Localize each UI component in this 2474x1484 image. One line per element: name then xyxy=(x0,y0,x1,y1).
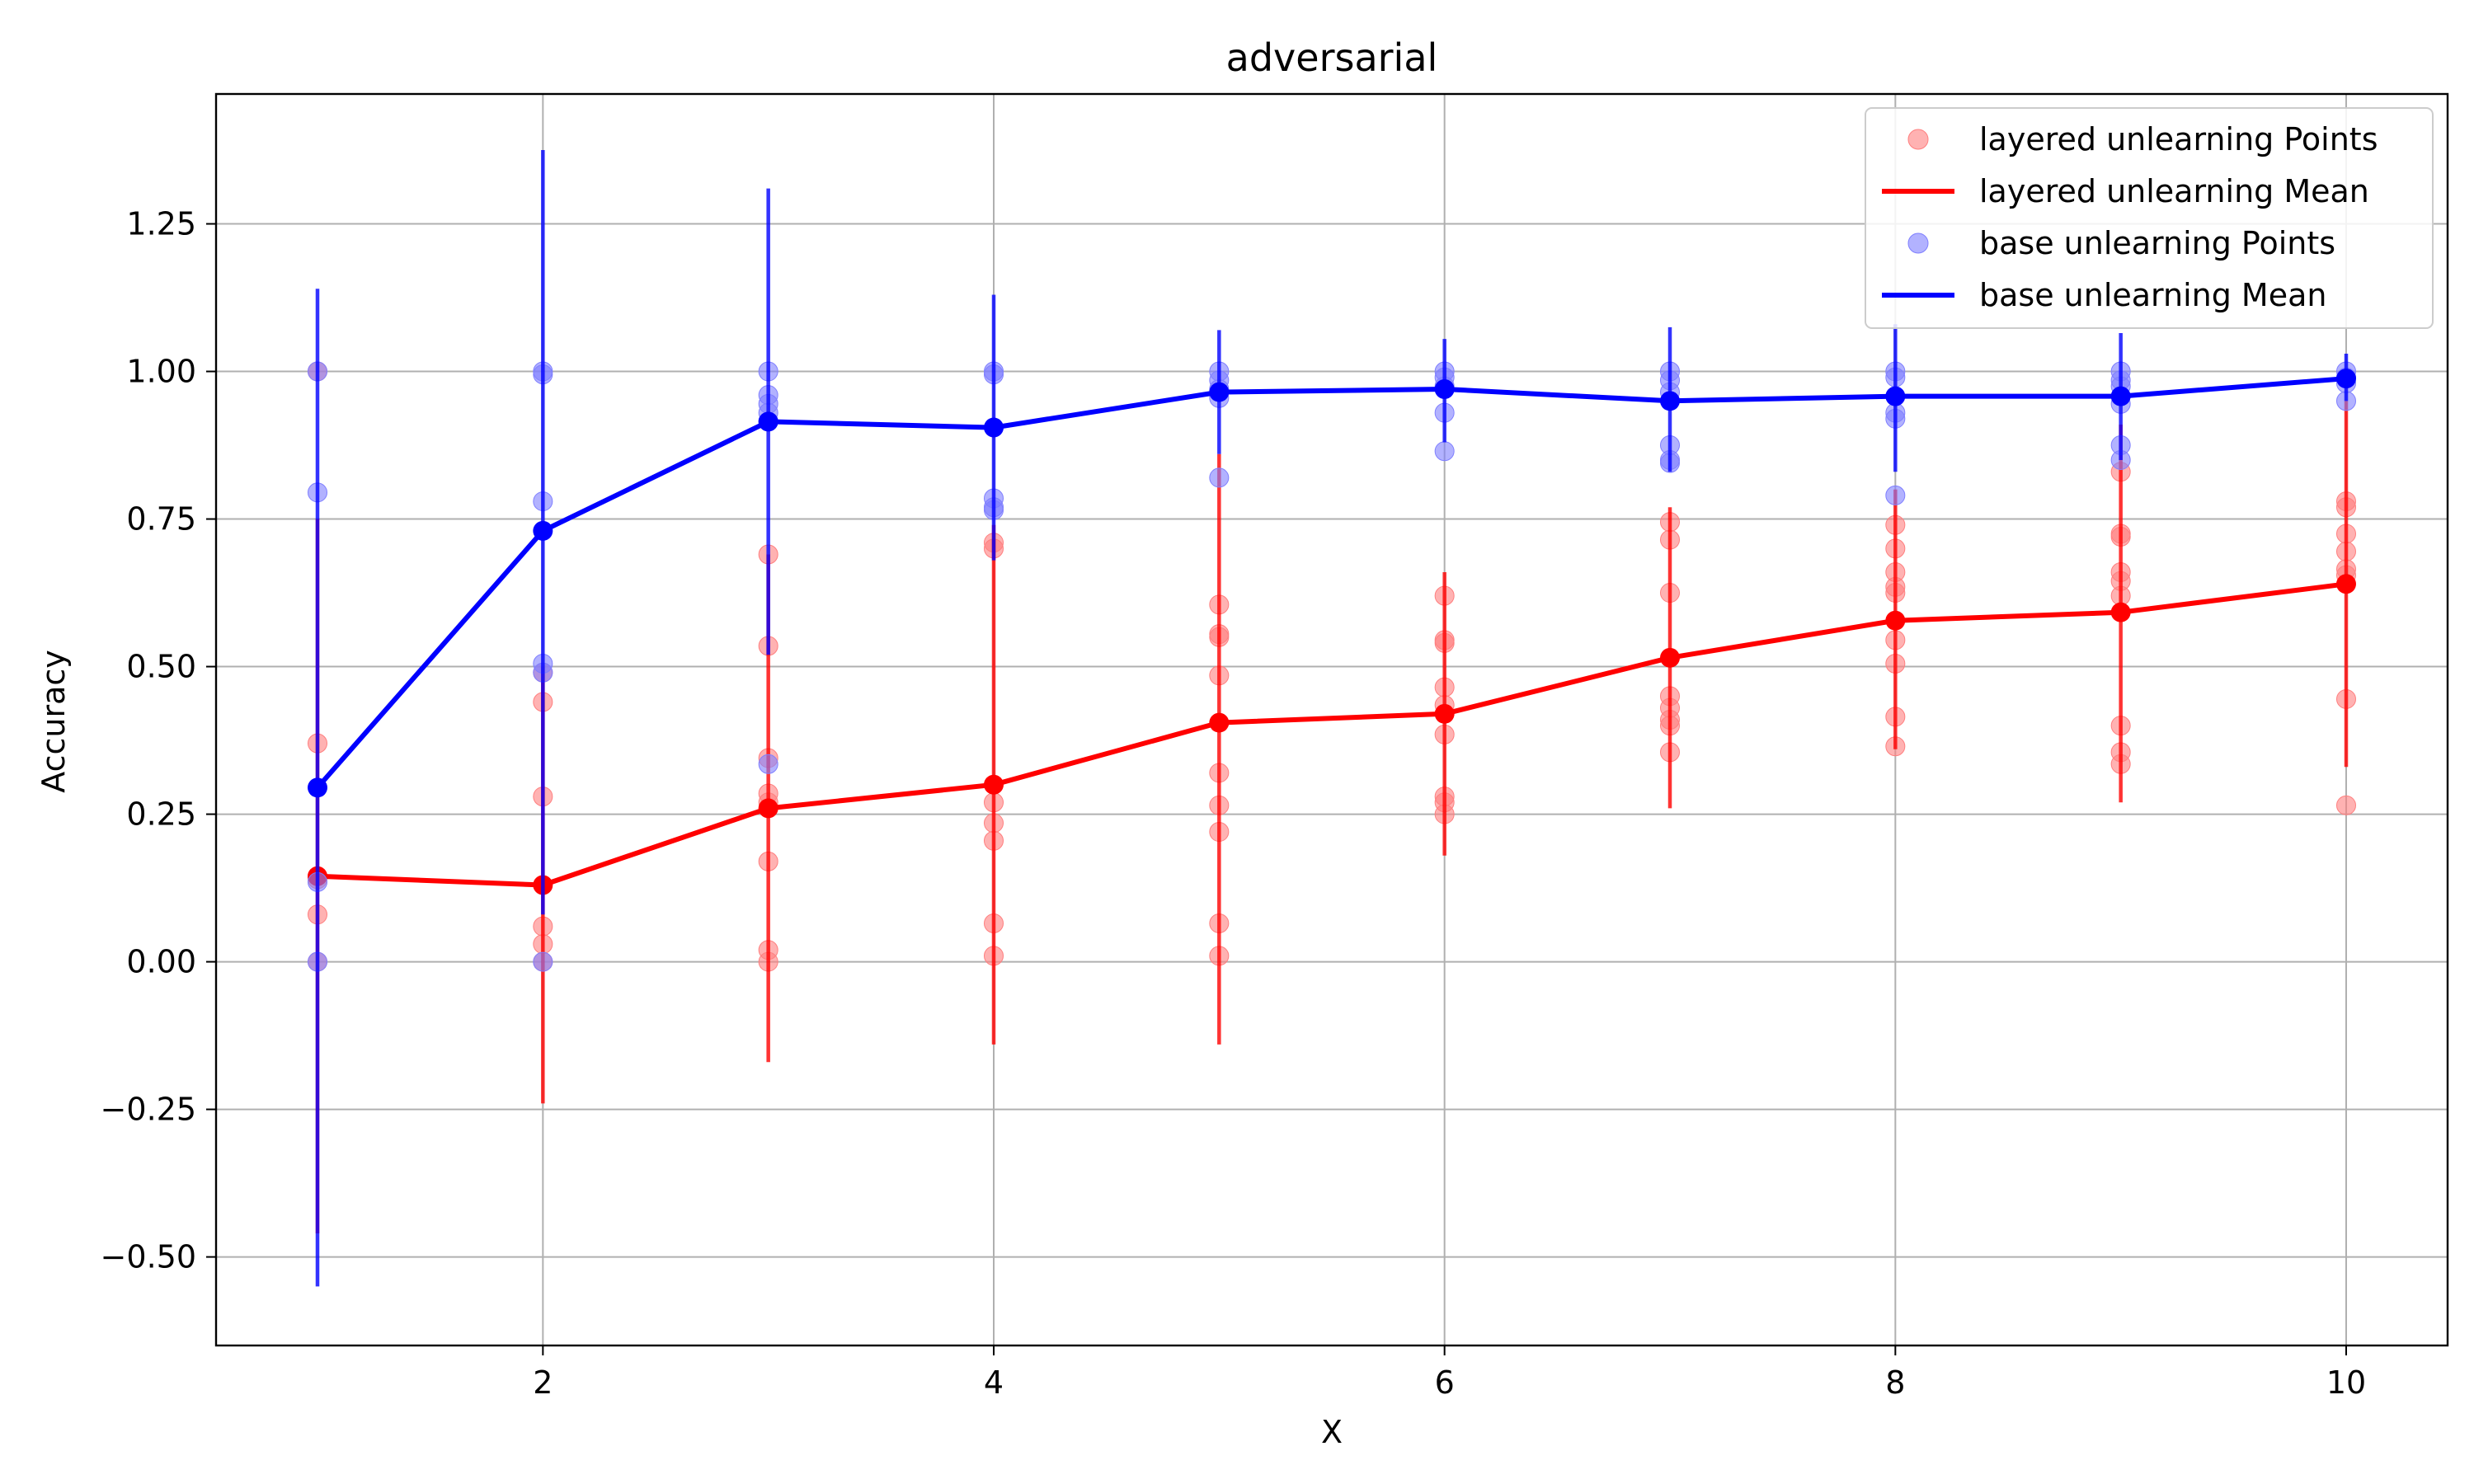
mean-marker xyxy=(1660,647,1680,668)
y-tick-label: 0.25 xyxy=(126,796,196,833)
plot-frame xyxy=(214,92,2449,1347)
data-point xyxy=(2336,795,2356,815)
data-point xyxy=(758,754,778,774)
y-tick-label: −0.50 xyxy=(101,1239,196,1275)
series-base-unlearning xyxy=(308,150,2356,1287)
mean-marker xyxy=(1885,386,1906,406)
legend-marker-points xyxy=(1907,129,1929,150)
y-tick-label: 0.75 xyxy=(126,501,196,538)
chart-title: adversarial xyxy=(1226,35,1438,80)
data-point xyxy=(533,951,553,972)
data-point xyxy=(1885,485,1906,505)
mean-line xyxy=(315,376,2347,790)
x-axis-ticks: 2 4 6 8 10 xyxy=(533,1345,2366,1401)
mean-marker xyxy=(2336,574,2356,594)
legend: layered unlearning Points layered unlearn… xyxy=(1865,107,2434,329)
x-tick-label: 10 xyxy=(2326,1364,2366,1401)
mean-marker xyxy=(2336,369,2356,389)
legend-marker-points xyxy=(1907,232,1929,254)
y-tick-label: −0.25 xyxy=(101,1092,196,1128)
mean-marker xyxy=(1209,382,1230,402)
mean-marker xyxy=(2110,602,2131,622)
legend-label: base unlearning Points xyxy=(1979,225,2335,261)
y-axis-label: Accuracy xyxy=(35,650,72,793)
mean-marker xyxy=(1434,379,1455,400)
legend-box xyxy=(1865,107,2434,329)
mean-marker xyxy=(1209,712,1230,733)
series-layer xyxy=(308,150,2356,1287)
x-tick-label: 2 xyxy=(533,1364,553,1401)
mean-marker xyxy=(1660,391,1680,411)
mean-marker xyxy=(1434,703,1455,724)
y-tick-label: 0.00 xyxy=(126,944,196,980)
mean-marker xyxy=(533,520,553,541)
y-tick-label: 1.25 xyxy=(126,206,196,242)
mean-line xyxy=(317,581,2347,888)
x-tick-label: 8 xyxy=(1885,1364,1905,1401)
data-point xyxy=(1434,441,1455,462)
x-axis-label: X xyxy=(1321,1414,1343,1450)
y-tick-label: 0.50 xyxy=(126,649,196,685)
x-tick-label: 6 xyxy=(1435,1364,1455,1401)
mean-marker xyxy=(1885,610,1906,631)
data-point xyxy=(1209,467,1230,488)
legend-label: layered unlearning Mean xyxy=(1979,173,2369,209)
mean-marker xyxy=(308,777,327,798)
mean-marker xyxy=(984,774,1004,795)
mean-marker xyxy=(2110,386,2131,406)
legend-label: base unlearning Mean xyxy=(1979,277,2326,313)
y-tick-label: 1.00 xyxy=(126,354,196,390)
legend-label: layered unlearning Points xyxy=(1979,121,2378,157)
mean-marker xyxy=(758,411,778,432)
mean-marker xyxy=(758,798,778,819)
mean-marker xyxy=(984,417,1004,438)
y-axis-ticks: −0.50 −0.25 0.00 0.25 0.50 0.75 1.00 1.25 xyxy=(101,206,216,1275)
x-tick-label: 4 xyxy=(984,1364,1004,1401)
